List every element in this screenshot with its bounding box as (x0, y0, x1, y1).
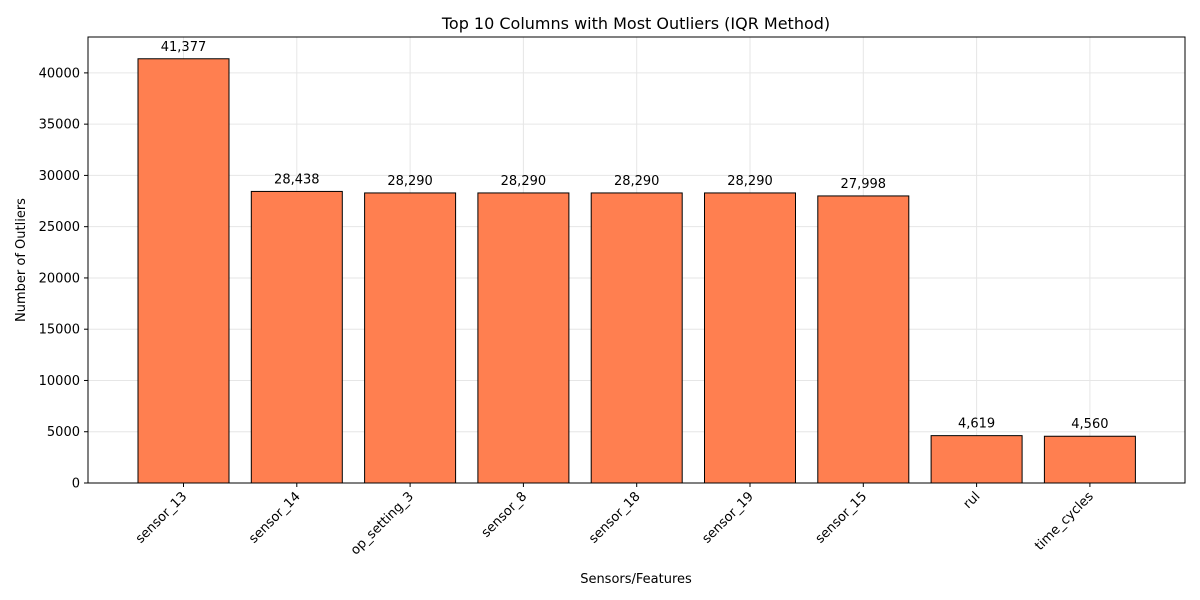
bar-value-label: 28,438 (274, 172, 320, 187)
y-axis: 0 5000 10000 15000 20000 25000 30000 35000 40000 (39, 66, 88, 492)
x-tick-label: time_cycles (1032, 489, 1097, 554)
y-tick-label: 10000 (39, 374, 80, 389)
x-axis: sensor_13 sensor_14 op_setting_3 sensor_8 se… (133, 483, 1097, 558)
y-tick-label: 35000 (39, 118, 80, 133)
x-tick-label: rul (961, 489, 984, 512)
bar-value-label: 4,560 (1071, 417, 1108, 432)
x-tick-label: sensor_8 (479, 489, 531, 541)
x-tick-label: op_setting_3 (348, 489, 417, 558)
y-tick-label: 20000 (39, 271, 80, 286)
y-axis-title: Number of Outliers (14, 198, 29, 322)
y-tick-label: 5000 (47, 425, 80, 440)
bar-op_setting_3 (364, 192, 457, 484)
y-tick-label: 40000 (39, 66, 80, 81)
bar-value-label: 28,290 (501, 174, 547, 189)
x-tick-label: sensor_14 (246, 489, 303, 546)
chart-title: Top 10 Columns with Most Outliers (IQR M… (441, 14, 830, 33)
x-tick-label: sensor_18 (586, 489, 643, 546)
y-tick-label: 25000 (39, 220, 80, 235)
bar-sensor_18 (590, 192, 683, 484)
bars-layer (137, 58, 1136, 484)
data-labels: 41,377 28,438 28,290 28,290 28,290 28,290 27,9… (161, 40, 1109, 432)
bar-value-label: 28,290 (387, 174, 433, 189)
bar-sensor_14 (250, 190, 343, 484)
y-tick-label: 30000 (39, 169, 80, 184)
bar-sensor_13 (137, 58, 230, 484)
x-tick-label: sensor_13 (133, 489, 190, 546)
bar-sensor_15 (817, 195, 910, 484)
y-tick-label: 15000 (39, 323, 80, 338)
bar-sensor_19 (704, 192, 796, 484)
bar-value-label: 41,377 (161, 40, 207, 55)
x-tick-label: sensor_15 (813, 489, 870, 546)
bar-value-label: 28,290 (727, 174, 773, 189)
bar-value-label: 27,998 (841, 177, 887, 192)
bar-value-label: 4,619 (958, 417, 995, 432)
y-tick-label: 0 (72, 477, 80, 492)
x-axis-title: Sensors/Features (580, 572, 692, 587)
bar-value-label: 28,290 (614, 174, 660, 189)
bar-time_cycles (1043, 435, 1136, 484)
bar-rul (930, 435, 1023, 484)
bar-sensor_8 (477, 192, 570, 484)
x-tick-label: sensor_19 (699, 489, 756, 546)
